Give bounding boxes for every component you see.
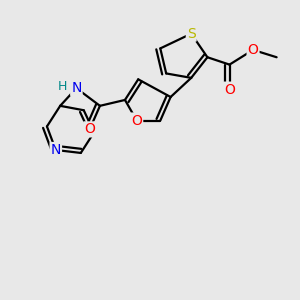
Text: N: N: [71, 81, 82, 95]
Text: O: O: [84, 122, 95, 136]
Text: S: S: [187, 27, 196, 41]
Text: O: O: [224, 82, 235, 97]
Text: N: N: [51, 143, 61, 157]
Text: O: O: [248, 43, 259, 57]
Text: H: H: [58, 80, 67, 93]
Text: O: O: [131, 114, 142, 128]
